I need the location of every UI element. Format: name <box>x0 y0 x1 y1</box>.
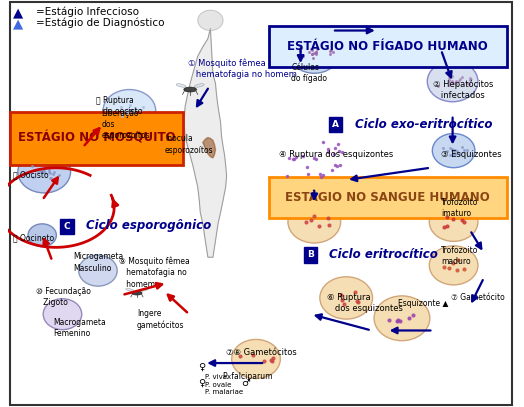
FancyBboxPatch shape <box>303 247 317 263</box>
Text: ▲: ▲ <box>13 17 23 30</box>
Circle shape <box>320 277 373 319</box>
Text: ① Mosquito fêmea
   hematofagia no homem: ① Mosquito fêmea hematofagia no homem <box>188 59 297 79</box>
Circle shape <box>232 339 280 379</box>
FancyBboxPatch shape <box>10 2 512 405</box>
Text: Células
do fígado: Células do fígado <box>291 63 328 83</box>
Text: ⑩ Fecundação
   Zigoto: ⑩ Fecundação Zigoto <box>36 287 91 307</box>
FancyBboxPatch shape <box>329 117 342 132</box>
Text: B: B <box>307 250 314 259</box>
Circle shape <box>427 61 478 102</box>
Text: =Estágio de Diagnóstico: =Estágio de Diagnóstico <box>36 17 164 28</box>
Text: Inocula
esporozoítos: Inocula esporozoítos <box>165 134 213 155</box>
Text: ⑪ Oocineto: ⑪ Oocineto <box>13 234 54 243</box>
Text: Ciclo eritrocítico: Ciclo eritrocítico <box>330 248 439 261</box>
Text: ⑦ Gametócito: ⑦ Gametócito <box>451 293 505 302</box>
Text: Liberação
dos
esporozoítos: Liberação dos esporozoítos <box>102 109 150 140</box>
Text: P. falciparum: P. falciparum <box>223 372 272 381</box>
Text: ♂: ♂ <box>241 378 249 387</box>
Text: Microgameta
Masculino: Microgameta Masculino <box>73 252 124 273</box>
Circle shape <box>289 33 340 73</box>
Text: ESTÁGIO NO SANGUE HUMANO: ESTÁGIO NO SANGUE HUMANO <box>286 191 490 204</box>
Circle shape <box>432 133 475 168</box>
Text: Ciclo esporogônico: Ciclo esporogônico <box>86 219 212 232</box>
Polygon shape <box>184 28 226 257</box>
Circle shape <box>374 296 430 341</box>
Circle shape <box>429 246 478 285</box>
Ellipse shape <box>126 289 134 291</box>
Text: Ciclo exo-eritrocítico: Ciclo exo-eritrocítico <box>355 118 493 131</box>
Polygon shape <box>203 138 215 158</box>
Text: P. vivax
P. ovale
P. malariae: P. vivax P. ovale P. malariae <box>205 374 244 395</box>
Circle shape <box>103 90 156 132</box>
Text: ♀: ♀ <box>198 378 205 387</box>
Circle shape <box>198 10 223 31</box>
Text: ③ Esquizontes: ③ Esquizontes <box>441 150 501 159</box>
Text: ESTÁGIO NO MOSQUITO: ESTÁGIO NO MOSQUITO <box>18 132 175 145</box>
Text: ② Hepatócitos
   infectados: ② Hepatócitos infectados <box>433 79 494 100</box>
Circle shape <box>28 224 57 247</box>
Text: ⑬ Ruptura
   do oocisto: ⑬ Ruptura do oocisto <box>96 96 143 116</box>
Ellipse shape <box>194 84 204 87</box>
Text: Trofozoito
maduro: Trofozoito maduro <box>441 246 478 267</box>
Text: A: A <box>332 120 339 129</box>
Ellipse shape <box>184 87 196 92</box>
Circle shape <box>288 201 341 243</box>
Text: ESTÁGIO NO FÍGADO HUMANO: ESTÁGIO NO FÍGADO HUMANO <box>287 40 488 53</box>
Text: Macrogameta
Femenino: Macrogameta Femenino <box>53 317 106 338</box>
Text: C: C <box>64 222 70 231</box>
Text: ⑫ Oocisto: ⑫ Oocisto <box>13 171 48 179</box>
Text: ⑥ Ruptura
   dos esquizontes: ⑥ Ruptura dos esquizontes <box>327 293 403 313</box>
FancyBboxPatch shape <box>269 177 507 218</box>
Circle shape <box>429 202 478 241</box>
FancyBboxPatch shape <box>10 112 182 165</box>
Ellipse shape <box>176 84 186 87</box>
FancyBboxPatch shape <box>269 26 507 67</box>
Text: ▲: ▲ <box>13 6 23 19</box>
Text: Ingere
gametócitos: Ingere gametócitos <box>137 309 184 330</box>
Text: =Estágio Infeccioso: =Estágio Infeccioso <box>36 6 139 17</box>
Text: ④ Ruptura dos esquizontes: ④ Ruptura dos esquizontes <box>279 150 393 159</box>
Text: Esquizonte ▲: Esquizonte ▲ <box>398 299 448 308</box>
Text: ⑨ Mosquito fêmea
   hematofagia no
   homem: ⑨ Mosquito fêmea hematofagia no homem <box>119 257 190 289</box>
Ellipse shape <box>140 289 148 291</box>
Circle shape <box>18 151 71 193</box>
Text: ⑦⑧ Gametócitos: ⑦⑧ Gametócitos <box>226 348 297 357</box>
Circle shape <box>43 299 82 330</box>
Text: ♀: ♀ <box>198 361 205 371</box>
Circle shape <box>79 255 117 286</box>
Ellipse shape <box>132 291 142 295</box>
FancyBboxPatch shape <box>60 219 73 234</box>
Text: Trofozoito
imaturo: Trofozoito imaturo <box>441 197 478 218</box>
